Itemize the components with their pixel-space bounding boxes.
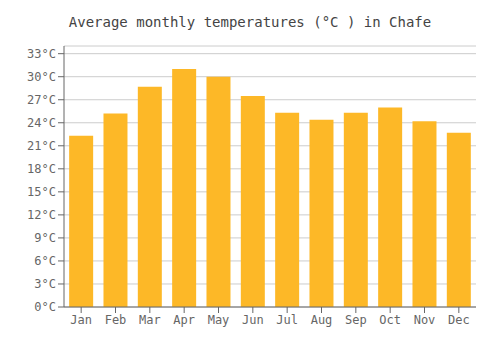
svg-text:Sep: Sep bbox=[345, 313, 367, 327]
svg-text:6°C: 6°C bbox=[34, 254, 56, 268]
svg-text:Dec: Dec bbox=[448, 313, 470, 327]
svg-text:Feb: Feb bbox=[105, 313, 127, 327]
svg-text:12°C: 12°C bbox=[27, 208, 56, 222]
svg-text:27°C: 27°C bbox=[27, 93, 56, 107]
svg-text:Jan: Jan bbox=[70, 313, 92, 327]
svg-text:15°C: 15°C bbox=[27, 185, 56, 199]
svg-text:Jun: Jun bbox=[242, 313, 264, 327]
svg-text:Oct: Oct bbox=[379, 313, 401, 327]
html-text:Average monthly temperatures (: Average monthly temperatures (°C ) in Ch… bbox=[68, 14, 432, 30]
svg-text:Jul: Jul bbox=[276, 313, 298, 327]
svg-text:Apr: Apr bbox=[173, 313, 195, 327]
svg-text:33°C: 33°C bbox=[27, 47, 56, 61]
svg-text:21°C: 21°C bbox=[27, 139, 56, 153]
svg-text:30°C: 30°C bbox=[27, 70, 56, 84]
svg-text:18°C: 18°C bbox=[27, 162, 56, 176]
svg-text:Nov: Nov bbox=[414, 313, 436, 327]
svg-text:Aug: Aug bbox=[311, 313, 333, 327]
svg-text:May: May bbox=[208, 313, 230, 327]
svg-text:0°C: 0°C bbox=[34, 300, 56, 314]
svg-text:9°C: 9°C bbox=[34, 231, 56, 245]
svg-text:Mar: Mar bbox=[139, 313, 161, 327]
svg-text:3°C: 3°C bbox=[34, 277, 56, 291]
svg-text:24°C: 24°C bbox=[27, 116, 56, 130]
